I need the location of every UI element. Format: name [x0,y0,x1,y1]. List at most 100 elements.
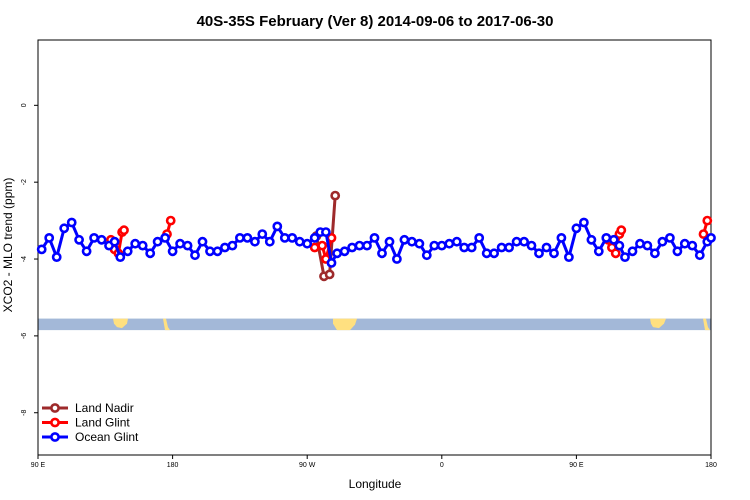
data-point [197,236,208,247]
data-point [635,238,645,249]
data-point [302,238,313,249]
data-point [556,232,567,243]
data-point [347,242,357,253]
data-point [421,250,432,261]
data-point [167,246,178,257]
data-point [326,257,337,268]
data-point [115,252,126,262]
data-point [294,236,305,247]
data-point [571,223,582,234]
data-point [287,232,298,243]
land-shape [703,318,710,331]
x-axis: 90 E 180 90 W 0 90 E 180 [31,455,717,469]
data-point [627,246,638,257]
data-point [616,225,627,236]
data-point [586,234,597,245]
data-point [444,238,455,249]
data-point [706,232,716,243]
data-point [59,223,70,234]
data-point [436,240,447,251]
data-point [610,248,621,259]
legend-marker [50,403,60,413]
data-point [249,236,260,247]
data-point [81,246,92,257]
data-point [672,246,683,257]
data-point [451,236,462,247]
data-point [504,242,514,253]
data-point [152,236,163,247]
data-point [620,252,630,262]
data-point [212,246,223,257]
land-shape [333,318,357,331]
data-point [234,232,245,243]
data-point [534,248,544,259]
data-point [96,234,107,245]
data-point [362,240,372,251]
y-tick-label: -4 [21,256,28,262]
y-axis-label: XCO2 - MLO trend (ppm) [1,178,15,313]
data-point [369,232,380,243]
land-band [38,318,711,331]
data-point [51,252,62,262]
legend-marker [50,432,60,442]
series-layer [36,190,716,282]
data-point [205,246,215,257]
data-point [601,232,612,243]
data-point [399,234,410,245]
data-point [324,269,335,280]
series-ocean-glint [36,217,716,268]
data-point [650,248,660,259]
land-shape [650,318,666,329]
data-point [165,215,176,226]
legend-item: Land Glint [42,416,130,430]
data-point [74,234,84,245]
y-tick-label: -8 [21,410,28,416]
data-point [160,232,170,243]
x-tick-label: 90 W [299,462,316,469]
legend-item: Ocean Glint [42,430,139,444]
legend-item: Land Nadir [42,401,134,415]
y-tick-label: -2 [21,179,28,185]
data-point [44,232,55,243]
data-point [36,244,47,255]
data-point [466,242,477,253]
data-point [496,242,507,253]
data-point [459,242,470,253]
data-point [119,225,129,236]
data-point [702,215,713,226]
data-point [320,227,331,237]
legend-label: Land Glint [75,416,130,430]
data-point [687,240,698,251]
data-point [309,232,320,243]
data-point [564,252,574,262]
data-point [642,240,653,251]
data-point [330,190,341,201]
data-point [414,238,425,249]
data-point [694,250,705,261]
x-tick-label: 180 [167,462,179,469]
data-point [384,236,395,247]
data-point [679,238,690,249]
land-shape [163,318,170,331]
y-axis: 0 -2 -4 -6 -8 [21,103,38,416]
data-point [519,236,529,247]
data-point [182,240,193,251]
data-point [272,221,283,232]
data-point [579,217,589,228]
data-point [511,236,522,247]
x-axis-label: Longitude [349,477,402,491]
x-tick-label: 180 [705,462,717,469]
legend-marker [50,417,60,428]
data-point [474,232,485,243]
data-point [698,229,709,239]
data-point [614,240,625,251]
data-point [130,238,141,249]
data-point [354,240,365,251]
x-tick-label: 90 E [31,462,46,469]
data-point [264,236,275,247]
data-point [406,236,417,247]
data-point [175,238,185,249]
